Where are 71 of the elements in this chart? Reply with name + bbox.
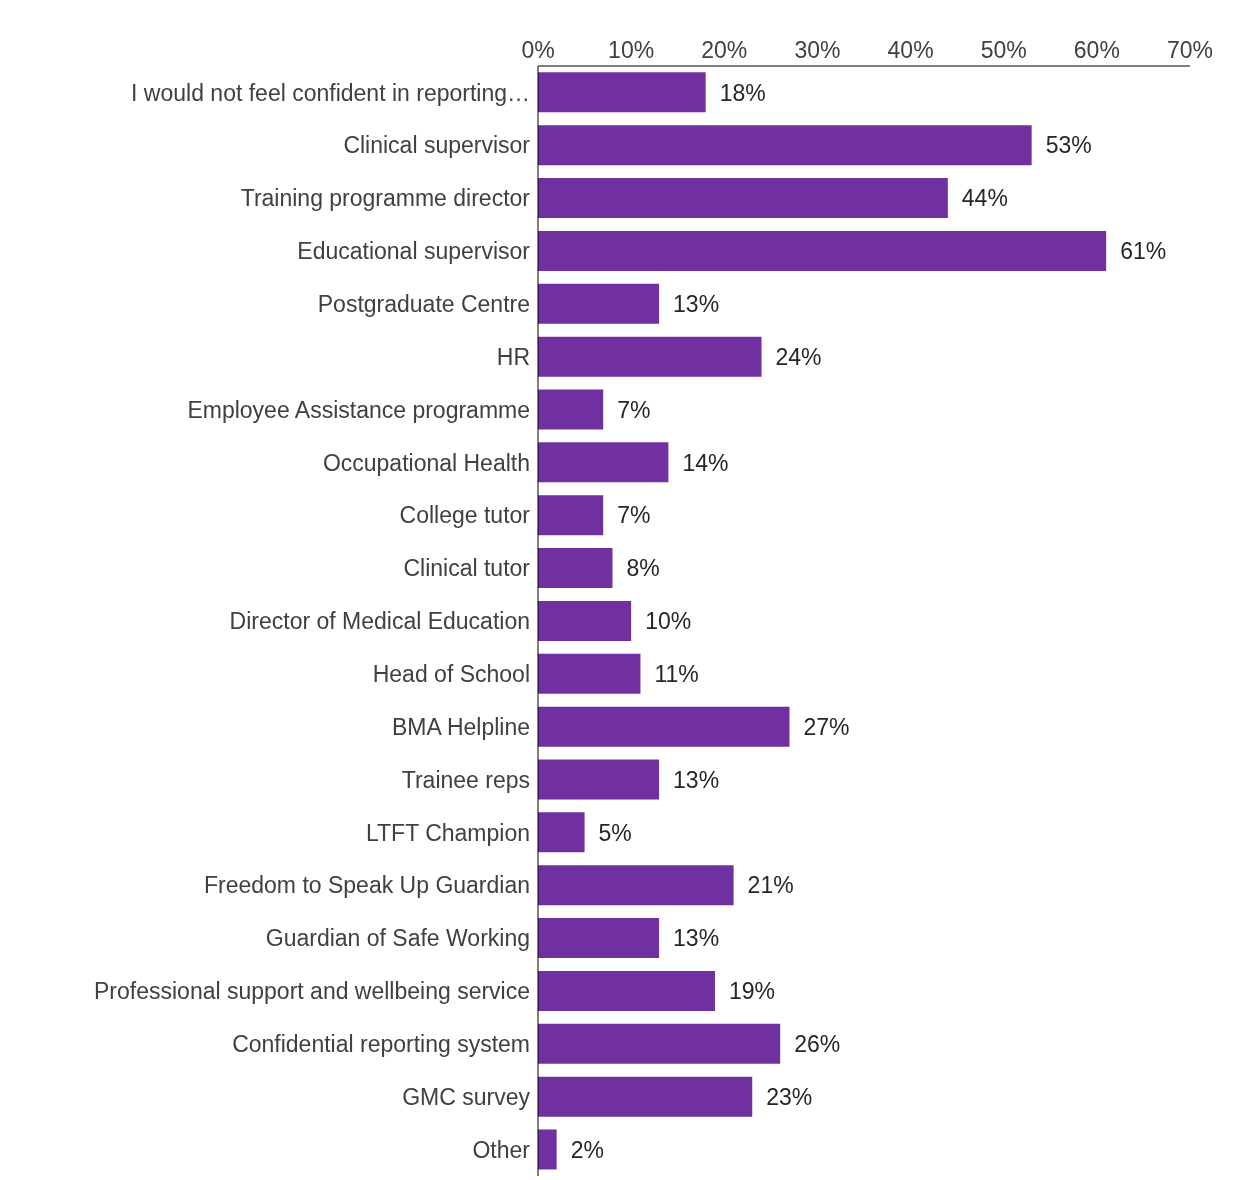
data-label: 13% xyxy=(673,290,720,317)
bar xyxy=(538,125,1032,166)
data-label: 26% xyxy=(794,1030,841,1057)
y-tick-label: Freedom to Speak Up Guardian xyxy=(203,872,530,899)
bar xyxy=(538,653,641,694)
bar xyxy=(538,600,632,641)
y-tick-label: Educational supervisor xyxy=(297,238,531,265)
bar xyxy=(538,1076,753,1117)
y-tick-label: Head of School xyxy=(372,661,530,688)
y-tick-label: Professional support and wellbeing service xyxy=(94,978,530,1005)
data-label: 19% xyxy=(728,978,776,1005)
y-tick-label: Occupational Health xyxy=(322,449,530,476)
data-label: 24% xyxy=(775,343,822,370)
y-tick-label: Guardian of Safe Working xyxy=(265,925,530,952)
bar xyxy=(538,442,669,483)
bar xyxy=(538,812,585,853)
data-label: 8% xyxy=(626,555,660,582)
y-tick-label: Other xyxy=(472,1136,531,1163)
y-tick-label: I would not feel confident in reporting… xyxy=(131,79,530,106)
y-tick-label: Trainee reps xyxy=(401,766,530,793)
data-label: 53% xyxy=(1045,132,1092,159)
data-label: 7% xyxy=(617,502,651,529)
data-label: 7% xyxy=(617,396,651,423)
x-tick-label: 40% xyxy=(887,37,934,63)
y-tick-label: College tutor xyxy=(399,502,531,529)
y-tick-label: Confidential reporting system xyxy=(232,1031,530,1058)
x-tick-label: 20% xyxy=(701,37,748,63)
bar xyxy=(538,283,660,324)
data-label: 13% xyxy=(673,766,720,793)
bar xyxy=(538,1129,557,1170)
data-label: 11% xyxy=(654,660,699,687)
bar xyxy=(538,230,1107,271)
data-label: 27% xyxy=(803,713,850,740)
y-tick-label: LTFT Champion xyxy=(365,819,530,846)
y-tick-label: Clinical supervisor xyxy=(343,132,531,159)
data-label: 18% xyxy=(719,79,766,106)
bar xyxy=(538,178,948,219)
y-tick-label: HR xyxy=(496,343,530,370)
data-label: 21% xyxy=(747,872,794,899)
bar xyxy=(538,548,613,589)
x-tick-label: 70% xyxy=(1166,37,1214,63)
bar xyxy=(538,389,604,430)
data-label: 10% xyxy=(645,608,692,635)
y-tick-label: Clinical tutor xyxy=(403,555,531,582)
y-tick-label: BMA Helpline xyxy=(391,713,530,740)
bar xyxy=(538,918,660,959)
bar xyxy=(538,759,660,800)
data-label: 44% xyxy=(961,185,1008,212)
x-tick-label: 60% xyxy=(1073,37,1120,63)
y-tick-label: Training programme director xyxy=(240,185,531,212)
bar xyxy=(538,72,706,113)
data-label: 13% xyxy=(673,925,720,952)
bar xyxy=(538,706,790,747)
y-tick-label: Postgraduate Centre xyxy=(317,291,530,318)
data-label: 23% xyxy=(766,1083,813,1110)
bar xyxy=(538,970,715,1011)
data-label: 61% xyxy=(1120,238,1167,265)
x-tick-label: 30% xyxy=(794,37,841,63)
y-tick-label: Director of Medical Education xyxy=(229,608,530,635)
y-tick-label: GMC survey xyxy=(402,1083,531,1110)
y-tick-label: Employee Assistance programme xyxy=(187,396,530,423)
bar xyxy=(538,336,762,377)
bar xyxy=(538,865,734,906)
x-tick-label: 50% xyxy=(980,37,1027,63)
data-label: 2% xyxy=(570,1136,604,1163)
bar xyxy=(538,495,604,536)
data-label: 14% xyxy=(682,449,729,476)
data-label: 5% xyxy=(598,819,632,846)
x-tick-label: 0% xyxy=(521,37,555,63)
x-tick-label: 10% xyxy=(608,37,655,63)
bar xyxy=(538,1023,781,1064)
